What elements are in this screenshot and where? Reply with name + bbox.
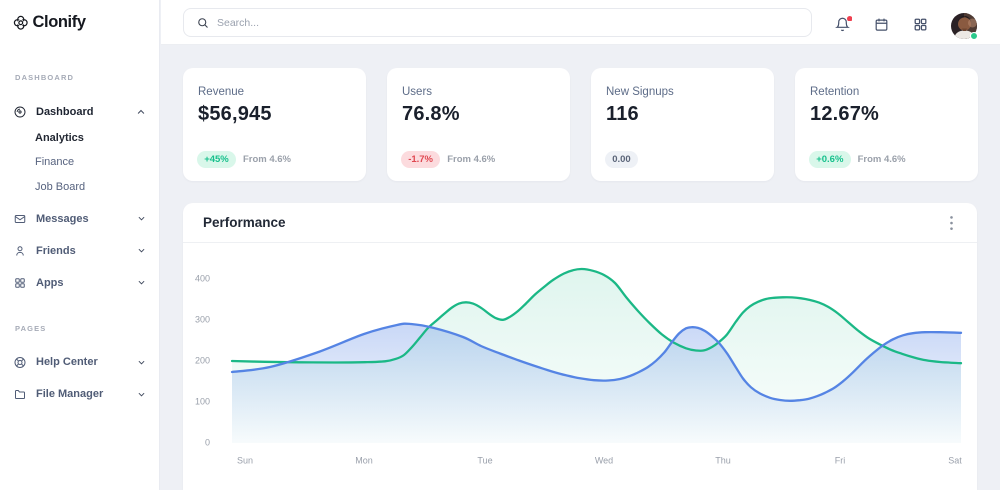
svg-text:Thu: Thu: [715, 456, 731, 466]
svg-text:100: 100: [195, 397, 210, 407]
svg-text:200: 200: [195, 356, 210, 366]
svg-text:Sat: Sat: [948, 456, 962, 466]
svg-text:Tue: Tue: [477, 456, 492, 466]
svg-text:400: 400: [195, 274, 210, 284]
svg-text:0: 0: [205, 438, 210, 448]
svg-text:Mon: Mon: [355, 456, 373, 466]
svg-text:Sun: Sun: [237, 456, 253, 466]
svg-text:Wed: Wed: [595, 456, 613, 466]
svg-text:300: 300: [195, 315, 210, 325]
svg-text:Fri: Fri: [835, 456, 846, 466]
